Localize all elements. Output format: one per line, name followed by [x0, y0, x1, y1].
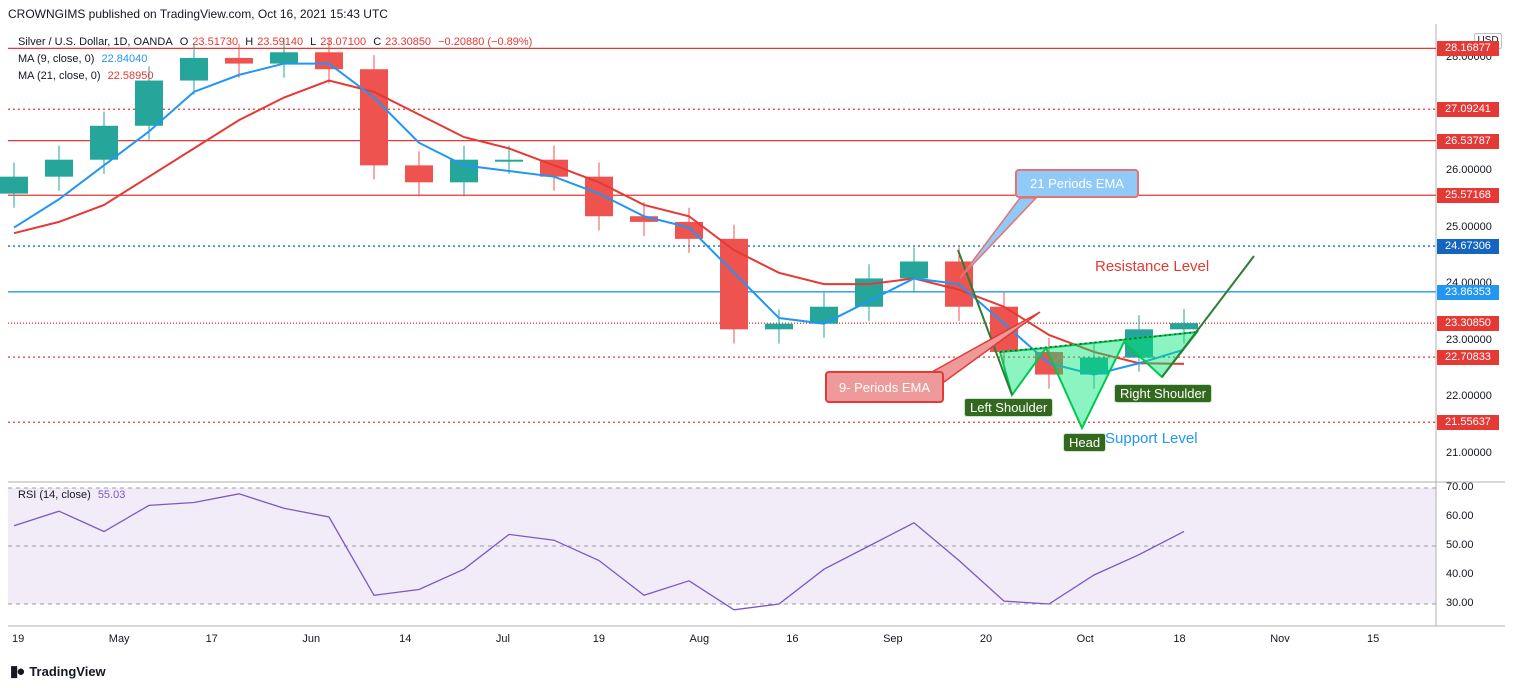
time-axis-label: 14 — [399, 633, 412, 645]
candle-body — [1080, 357, 1108, 375]
rsi-value: 55.03 — [97, 489, 126, 501]
rsi-axis-label: 40.00 — [1446, 568, 1474, 580]
publisher-line: CROWNGIMS published on TradingView.com, … — [8, 7, 388, 21]
time-axis-label: 19 — [12, 633, 25, 645]
price-axis-label: 21.00000 — [1446, 446, 1492, 459]
candle-body — [540, 159, 568, 177]
price-tag: 21.55637 — [1437, 415, 1499, 431]
price-tag: 23.30850 — [1437, 316, 1499, 332]
ema21-callout[interactable]: 21 Periods EMA — [1015, 169, 1139, 198]
neckline — [999, 331, 1198, 353]
time-axis-label: Jun — [302, 633, 321, 645]
ema21-callout-pointer — [959, 197, 1038, 279]
price-tag: 22.70833 — [1437, 350, 1499, 366]
candle-body — [765, 323, 793, 330]
close-value: 23.30850 — [385, 36, 432, 48]
time-axis-label: Aug — [689, 633, 710, 645]
candle-body — [1170, 323, 1198, 330]
open-value: 23.51730 — [192, 36, 239, 48]
ma9-legend: MA (9, close, 0) 22.84040 — [18, 53, 151, 65]
candle-body — [810, 306, 838, 324]
rsi-axis-label: 50.00 — [1446, 539, 1474, 551]
price-tag: 27.09241 — [1437, 102, 1499, 118]
candle-body — [225, 57, 253, 64]
candle-body — [0, 176, 28, 194]
support-level-label[interactable]: Support Level — [1105, 430, 1198, 447]
ma21-value: 22.58950 — [107, 70, 154, 82]
ma21-label: MA (21, close, 0) — [18, 70, 101, 82]
candle-body — [450, 159, 478, 183]
ema9-callout[interactable]: 9- Periods EMA — [825, 371, 944, 403]
time-axis-label: May — [108, 633, 130, 645]
candle-body — [90, 125, 118, 160]
resistance-level-label[interactable]: Resistance Level — [1095, 258, 1210, 275]
tradingview-logo-icon: ▮● — [10, 663, 25, 680]
low-label: L — [310, 36, 317, 48]
low-value: 23.07100 — [320, 36, 367, 48]
time-axis-label: 19 — [592, 633, 605, 645]
time-axis-label: 15 — [1367, 633, 1380, 645]
price-axis-label: 22.00000 — [1446, 390, 1492, 403]
candle-body — [360, 69, 388, 166]
head-label[interactable]: Head — [1063, 433, 1107, 452]
rsi-legend: RSI (14, close) 55.03 — [18, 489, 129, 501]
symbol-label: Silver / U.S. Dollar, 1D, OANDA — [18, 36, 173, 48]
trend-line-up — [1161, 255, 1255, 378]
right-shoulder-label[interactable]: Right Shoulder — [1114, 384, 1212, 403]
time-axis-label: Jul — [495, 633, 510, 645]
candle-body — [45, 159, 73, 177]
candle-body — [900, 261, 928, 279]
candle-body — [630, 216, 658, 222]
candle-body — [1125, 329, 1153, 358]
high-label: H — [245, 36, 254, 48]
rsi-line — [13, 493, 1185, 611]
time-axis-label: 17 — [205, 633, 218, 645]
price-tag: 24.67306 — [1437, 239, 1499, 255]
left-shoulder-label[interactable]: Left Shoulder — [964, 398, 1054, 417]
rsi-axis-label: 30.00 — [1446, 597, 1474, 609]
horizontal-levels — [8, 47, 1436, 423]
tradingview-logo-text: TradingView — [29, 663, 106, 679]
ma9-label: MA (9, close, 0) — [18, 53, 95, 65]
ma21-legend: MA (21, close, 0) 22.58950 — [18, 70, 158, 82]
trend-line-down — [957, 249, 1013, 396]
time-axis-label: 18 — [1173, 633, 1186, 645]
time-axis-label: Oct — [1076, 633, 1094, 645]
candle-body — [270, 52, 298, 64]
price-tag: 23.86353 — [1437, 284, 1499, 300]
candle-body — [135, 80, 163, 126]
price-axis-label: 26.00000 — [1446, 164, 1492, 176]
price-axis-label: 25.00000 — [1446, 220, 1492, 233]
close-label: C — [373, 36, 382, 48]
rsi-axis-label: 70.00 — [1446, 481, 1474, 493]
time-axis-label: Nov — [1270, 633, 1290, 645]
price-axis-label: 23.00000 — [1446, 333, 1492, 346]
price-tag: 26.53787 — [1437, 133, 1499, 149]
time-axis-label: 20 — [979, 633, 993, 645]
ema21-line — [13, 79, 1185, 365]
tradingview-logo[interactable]: ▮● TradingView — [10, 662, 106, 680]
time-axis-label: 16 — [786, 633, 799, 645]
open-label: O — [179, 36, 189, 48]
price-tag: 28.16877 — [1437, 41, 1499, 57]
candle-body — [180, 57, 208, 81]
candle-body — [315, 52, 343, 70]
ma9-value: 22.84040 — [101, 53, 148, 65]
change-value: −0.20880 (−0.89%) — [438, 36, 533, 48]
rsi-label: RSI (14, close) — [18, 489, 91, 501]
high-value: 23.59140 — [257, 36, 304, 48]
rsi-axis-label: 60.00 — [1446, 510, 1474, 522]
time-axis-label: Sep — [883, 633, 903, 645]
candle-body — [495, 159, 523, 162]
candle-body — [405, 165, 433, 183]
candle-body — [720, 238, 748, 330]
price-tag: 25.57168 — [1437, 188, 1499, 204]
ema9-line — [13, 62, 1185, 376]
ohlc-legend: Silver / U.S. Dollar, 1D, OANDA O 23.5173… — [18, 36, 536, 48]
moving-averages — [13, 62, 1185, 376]
